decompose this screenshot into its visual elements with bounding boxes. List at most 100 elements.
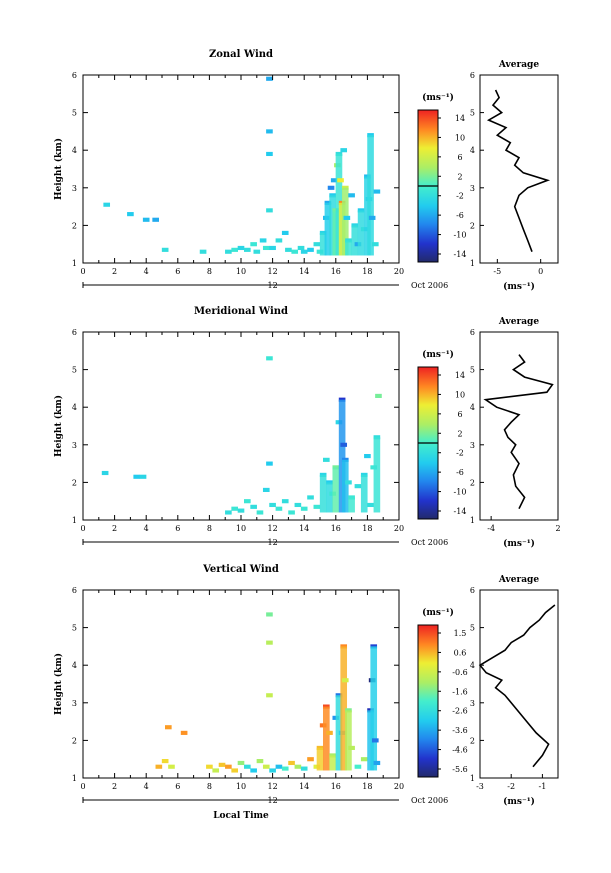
data-column bbox=[338, 399, 346, 513]
y-tick-label: 6 bbox=[72, 71, 77, 80]
data-column bbox=[341, 187, 349, 256]
data-column bbox=[319, 474, 327, 513]
date-month-label: Oct 2006 bbox=[411, 538, 448, 547]
x-tick-label: 6 bbox=[175, 782, 180, 791]
data-cell bbox=[237, 508, 245, 513]
colorbar-label: -6 bbox=[456, 468, 464, 477]
data-cell bbox=[180, 730, 188, 735]
data-cell bbox=[354, 764, 362, 769]
colorbar-unit: (ms⁻¹) bbox=[422, 607, 454, 618]
data-cell bbox=[225, 764, 232, 769]
x-tick-label: 20 bbox=[394, 524, 404, 533]
data-cell bbox=[345, 480, 352, 485]
data-cell bbox=[237, 245, 245, 251]
data-cell bbox=[327, 185, 335, 190]
colorbar-label: 14 bbox=[455, 114, 465, 123]
data-cell bbox=[340, 644, 348, 649]
data-cell bbox=[307, 495, 314, 500]
data-cell bbox=[370, 644, 378, 649]
colorbar-label: 6 bbox=[457, 153, 462, 162]
colorbar-label: 2 bbox=[457, 429, 462, 438]
profile-y-tick-label: 1 bbox=[470, 774, 475, 783]
profile-x-tick-label: 0 bbox=[538, 267, 543, 276]
data-cell bbox=[300, 766, 308, 771]
date-day-label: 12 bbox=[268, 281, 278, 290]
data-cell bbox=[259, 238, 267, 243]
profile-y-tick-label: 2 bbox=[470, 478, 475, 487]
data-column bbox=[324, 202, 332, 256]
data-cell bbox=[266, 356, 273, 361]
colorbar-label: 0.6 bbox=[454, 648, 467, 657]
data-cell bbox=[168, 764, 175, 769]
y-axis-label: Height (km) bbox=[53, 138, 64, 200]
data-column bbox=[341, 459, 349, 513]
x-tick-label: 0 bbox=[80, 524, 85, 533]
data-cell bbox=[300, 249, 308, 254]
colorbar-label: -14 bbox=[454, 507, 467, 516]
profile-x-tick-label: -4 bbox=[487, 524, 495, 533]
profile-unit: (ms⁻¹) bbox=[503, 538, 535, 549]
x-tick-label: 0 bbox=[80, 267, 85, 276]
data-cell bbox=[231, 506, 238, 511]
y-tick-label: 5 bbox=[72, 624, 77, 633]
data-cell bbox=[139, 474, 147, 479]
x-tick-label: 2 bbox=[112, 524, 117, 533]
data-cell bbox=[244, 499, 251, 504]
data-cell bbox=[340, 148, 348, 153]
x-tick-label: 4 bbox=[144, 524, 149, 533]
data-cell bbox=[103, 202, 111, 207]
date-month-label: Oct 2006 bbox=[411, 281, 448, 290]
panel-title: Meridional Wind bbox=[194, 306, 288, 317]
data-cell bbox=[266, 461, 273, 466]
profile-frame bbox=[479, 74, 559, 264]
x-tick-label: 12 bbox=[268, 782, 278, 791]
data-cell bbox=[285, 247, 292, 252]
colorbar-unit: (ms⁻¹) bbox=[422, 92, 454, 103]
colorbar-label: -3.6 bbox=[452, 726, 467, 735]
profile-frame bbox=[479, 589, 559, 779]
profile-y-tick-label: 3 bbox=[470, 441, 475, 450]
y-tick-label: 4 bbox=[72, 661, 77, 670]
data-column bbox=[345, 710, 352, 771]
data-column bbox=[348, 497, 355, 513]
data-cell bbox=[266, 693, 273, 698]
data-cell bbox=[244, 764, 251, 769]
colorbar-label: -14 bbox=[454, 250, 467, 259]
colorbar bbox=[417, 624, 439, 778]
profile-y-tick-label: 5 bbox=[470, 624, 475, 633]
data-cell bbox=[375, 393, 382, 398]
colorbar-label: -6 bbox=[456, 211, 464, 220]
y-tick-label: 6 bbox=[72, 586, 77, 595]
data-cell bbox=[341, 678, 349, 683]
data-cell bbox=[244, 247, 251, 252]
data-cell bbox=[307, 757, 314, 762]
profile-line bbox=[486, 89, 551, 252]
y-axis-label: Height (km) bbox=[53, 653, 64, 715]
x-tick-label: 18 bbox=[362, 524, 372, 533]
data-column bbox=[332, 467, 340, 513]
data-cell bbox=[165, 725, 172, 730]
profile-frame bbox=[479, 331, 559, 521]
data-cell bbox=[288, 510, 295, 515]
y-tick-label: 2 bbox=[72, 478, 77, 487]
y-tick-label: 3 bbox=[72, 441, 77, 450]
data-cell bbox=[364, 454, 371, 459]
data-cell bbox=[231, 768, 238, 773]
data-cell bbox=[256, 759, 264, 764]
colorbar-label: 10 bbox=[455, 390, 465, 399]
profile-y-tick-label: 1 bbox=[470, 516, 475, 525]
data-cell bbox=[326, 730, 333, 735]
profile-unit: (ms⁻¹) bbox=[503, 281, 535, 292]
data-column bbox=[351, 225, 359, 256]
data-cell bbox=[250, 768, 257, 773]
profile-x-tick-label: -1 bbox=[539, 782, 547, 791]
y-axis-label: Height (km) bbox=[53, 395, 64, 457]
data-cell bbox=[237, 760, 245, 766]
colorbar-label: -10 bbox=[454, 231, 467, 240]
x-tick-label: 16 bbox=[331, 524, 341, 533]
data-cell bbox=[133, 474, 141, 479]
data-cell bbox=[199, 249, 207, 254]
data-cell bbox=[206, 764, 213, 769]
